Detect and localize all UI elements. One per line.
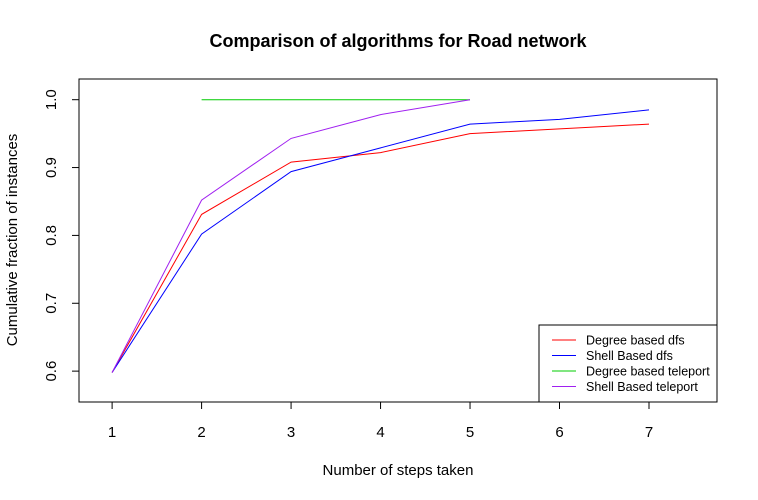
y-tick-label: 0.8	[43, 225, 60, 246]
x-axis: 1 2 3 4 5 6 7	[108, 401, 653, 441]
y-tick-label: 0.9	[43, 157, 60, 178]
series-line-degree-based-dfs	[111, 123, 650, 373]
y-axis: 0.6 0.7 0.8 0.9 1.0	[43, 89, 80, 382]
series-line-shell-based-dfs	[111, 109, 650, 373]
chart-title: Comparison of algorithms for Road networ…	[209, 31, 587, 51]
y-axis-label: Cumulative fraction of instances	[4, 134, 21, 347]
legend-label: Degree based dfs	[586, 334, 685, 348]
legend-label: Shell Based dfs	[586, 349, 673, 363]
y-tick-label: 1.0	[43, 89, 60, 110]
x-tick-label: 1	[108, 424, 116, 441]
x-tick-label: 7	[645, 424, 653, 441]
series-lines	[111, 99, 650, 373]
legend-label: Shell Based teleport	[586, 380, 698, 394]
legend-label: Degree based teleport	[586, 365, 710, 379]
x-tick-label: 2	[197, 424, 205, 441]
x-tick-label: 5	[466, 424, 474, 441]
x-tick-label: 3	[287, 424, 295, 441]
series-line-shell-based-teleport	[111, 99, 471, 373]
legend-box	[538, 324, 718, 403]
x-axis-label: Number of steps taken	[323, 462, 474, 479]
x-tick-label: 4	[376, 424, 384, 441]
x-tick-label: 6	[555, 424, 563, 441]
y-tick-label: 0.7	[43, 293, 60, 314]
y-tick-label: 0.6	[43, 361, 60, 382]
